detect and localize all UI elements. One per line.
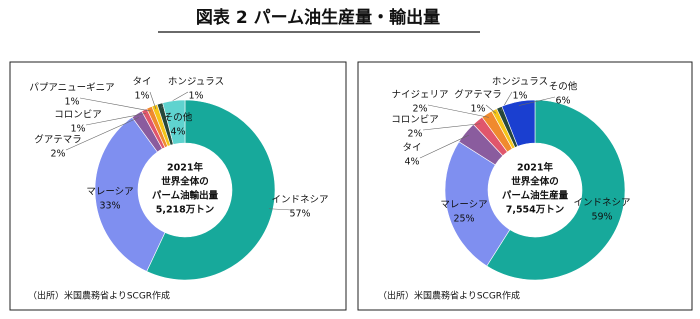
value-label: 33% bbox=[99, 201, 120, 212]
category-label: インドネシア bbox=[573, 198, 630, 209]
panel bbox=[357, 61, 693, 311]
category-label: マレーシア bbox=[86, 187, 133, 198]
source-note: （出所）米国農務省よりSCGR作成 bbox=[28, 290, 170, 302]
donut-segment bbox=[444, 141, 511, 267]
category-label: タイ bbox=[132, 77, 151, 88]
value-label: 2% bbox=[407, 129, 422, 140]
leader-line bbox=[518, 96, 556, 106]
value-label: 1% bbox=[134, 91, 149, 102]
category-label: ナイジェリア bbox=[391, 90, 448, 101]
value-label: 4% bbox=[404, 157, 419, 168]
leader-line bbox=[149, 91, 157, 110]
value-label: 57% bbox=[289, 209, 310, 220]
leader-line bbox=[85, 113, 147, 126]
value-label: 59% bbox=[591, 212, 612, 223]
center-text: 世界全体の bbox=[511, 176, 559, 188]
center-text: 5,218万トン bbox=[156, 205, 215, 216]
value-label: 6% bbox=[555, 96, 570, 107]
leader-line bbox=[419, 134, 469, 159]
category-label: ホンジュラス bbox=[492, 77, 548, 88]
leader-line bbox=[79, 97, 151, 112]
category-label: インドネシア bbox=[271, 195, 328, 206]
panel bbox=[9, 61, 347, 311]
center-text: 世界全体の bbox=[161, 176, 209, 188]
category-label: マレーシア bbox=[440, 200, 487, 211]
value-label: 1% bbox=[64, 97, 79, 108]
value-label: 4% bbox=[170, 127, 185, 138]
donut-segment bbox=[94, 116, 166, 272]
donut-segment bbox=[486, 99, 626, 281]
category-label: グアテマラ bbox=[34, 134, 82, 146]
category-label: パプアニューギニア bbox=[29, 83, 114, 94]
category-label: グアテマラ bbox=[454, 89, 502, 101]
category-label: タイ bbox=[402, 143, 421, 154]
value-label: 1% bbox=[470, 104, 485, 115]
leader-line bbox=[485, 104, 497, 114]
category-label: その他 bbox=[549, 81, 578, 93]
value-label: 1% bbox=[512, 91, 527, 102]
center-text: 7,554万トン bbox=[506, 205, 565, 216]
value-label: 2% bbox=[50, 149, 65, 160]
leader-line bbox=[268, 208, 293, 211]
value-label: 2% bbox=[412, 104, 427, 115]
source-note: （出所）米国農務省よりSCGR作成 bbox=[378, 290, 520, 302]
donut-segment bbox=[501, 99, 536, 147]
center-text: 2021年 bbox=[517, 162, 553, 174]
center-text: 2021年 bbox=[167, 162, 203, 174]
category-label: コロンビア bbox=[54, 110, 102, 121]
leader-line bbox=[65, 117, 140, 151]
leader-line bbox=[427, 104, 489, 118]
page-title: 図表 2 パーム油生産量・輸出量 bbox=[196, 7, 440, 28]
category-label: ホンジュラス bbox=[168, 77, 224, 88]
value-label: 1% bbox=[70, 124, 85, 135]
leader-line bbox=[422, 123, 481, 131]
value-label: 1% bbox=[188, 91, 203, 102]
category-label: コロンビア bbox=[391, 115, 439, 126]
category-label: その他 bbox=[164, 112, 193, 124]
donut-segment bbox=[162, 99, 186, 145]
value-label: 25% bbox=[453, 214, 474, 225]
donut-segment bbox=[146, 99, 276, 281]
center-text: パーム油輸出量 bbox=[152, 190, 219, 202]
center-text: パーム油生産量 bbox=[502, 190, 569, 202]
